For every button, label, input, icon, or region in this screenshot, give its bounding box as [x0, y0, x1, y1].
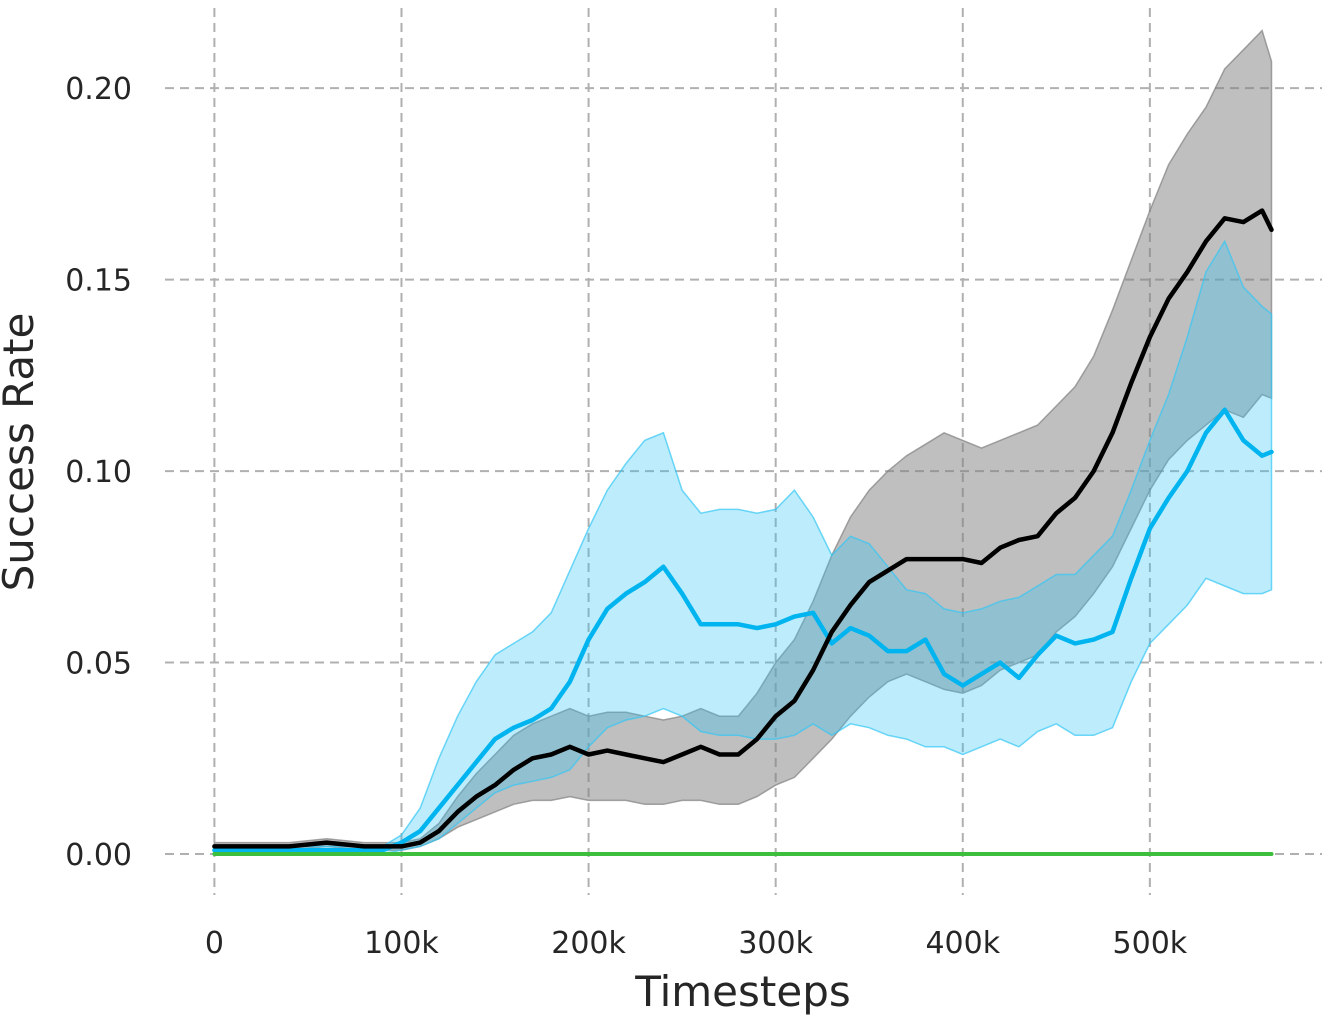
y-axis-title: Success Rate: [0, 313, 43, 592]
x-tick-label: 0: [205, 926, 224, 961]
y-tick-label: 0.15: [65, 264, 132, 299]
x-tick-label: 100k: [364, 926, 439, 961]
x-tick-label: 200k: [551, 926, 626, 961]
y-tick-label: 0.20: [65, 72, 132, 107]
y-tick-label: 0.05: [65, 647, 132, 682]
x-axis-title: Timesteps: [634, 967, 851, 1016]
y-tick-label: 0.00: [65, 838, 132, 873]
series-lines: [212, 208, 1274, 856]
y-tick-label: 0.10: [65, 455, 132, 490]
series-line-0: [212, 208, 1274, 849]
confidence-bands: [213, 29, 1273, 855]
series-band-1: [213, 239, 1273, 855]
x-tick-label: 400k: [925, 926, 1000, 961]
tick-labels: 0 100k 200k 300k 400k 500k 0.00 0.05 0.10 0.15 0.2…: [65, 72, 1188, 961]
series-line-1: [212, 407, 1274, 853]
x-tick-label: 300k: [738, 926, 813, 961]
x-tick-label: 500k: [1113, 926, 1188, 961]
